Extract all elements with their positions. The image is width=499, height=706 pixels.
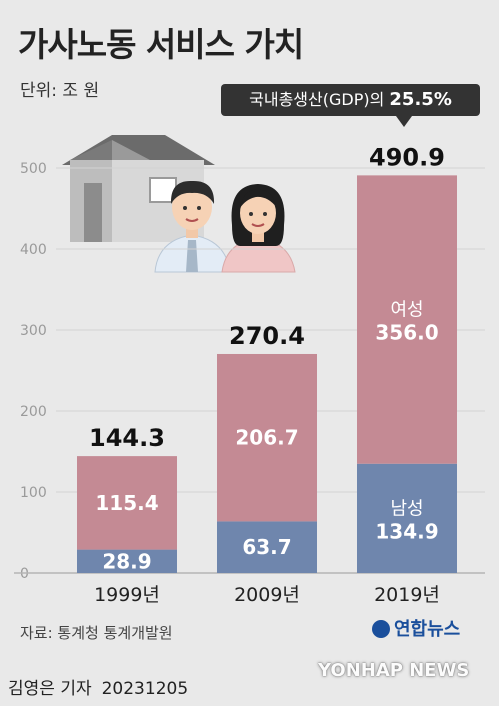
bar-female — [357, 175, 457, 464]
bar-male — [217, 521, 317, 573]
male-value-label: 63.7 — [242, 535, 291, 559]
unit-label: 단위: 조 원 — [20, 81, 100, 101]
male-series-label: 남성 — [390, 498, 423, 519]
watermark: YONHAP NEWS — [318, 660, 470, 681]
label-layer: 144.3 28.9 115.4 1999년 270.4 63.7 206.7 2009년 49… — [89, 143, 445, 606]
female-value-label: 115.4 — [95, 491, 158, 515]
bar-male — [357, 463, 457, 573]
female-value-label: 356.0 — [375, 321, 438, 345]
female-value-label: 206.7 — [235, 426, 298, 450]
publish-date: 20231205 — [101, 679, 189, 699]
total-label: 144.3 — [89, 424, 165, 452]
byline: 김영은 기자 20231205 — [8, 674, 188, 699]
x-tick-label: 1999년 — [94, 584, 160, 606]
y-tick-label: 0 — [20, 566, 29, 582]
y-tick-label: 300 — [20, 323, 47, 339]
bar-layer — [77, 175, 457, 573]
x-tick-label: 2009년 — [234, 584, 300, 606]
reporter-name: 김영은 기자 — [8, 679, 92, 699]
gdp-share-callout: 국내총생산(GDP)의 25.5% — [221, 84, 480, 116]
page-title: 가사노동 서비스 가치 — [18, 25, 304, 64]
bar-female — [77, 456, 177, 550]
yonhap-logo-icon — [372, 620, 390, 638]
total-label: 490.9 — [369, 143, 445, 171]
bar-male — [77, 549, 177, 573]
yonhap-logo-text: 연합뉴스 — [394, 619, 461, 640]
total-label: 270.4 — [229, 322, 305, 350]
female-series-label: 여성 — [390, 300, 423, 321]
y-tick-label: 100 — [20, 485, 47, 501]
male-value-label: 28.9 — [102, 549, 151, 573]
y-tick-label: 500 — [20, 161, 47, 177]
callout-prefix: 국내총생산(GDP)의 — [249, 90, 385, 109]
callout-pointer — [396, 116, 412, 127]
male-value-label: 134.9 — [375, 519, 438, 543]
source-note: 자료: 통계청 통계개발원 — [20, 624, 173, 642]
yonhap-logo: 연합뉴스 — [372, 615, 460, 641]
y-tick-label: 200 — [20, 404, 47, 420]
x-tick-label: 2019년 — [374, 584, 440, 606]
house-couple-illustration — [62, 135, 296, 273]
y-tick-label: 400 — [20, 242, 47, 258]
callout-value: 25.5% — [389, 89, 452, 110]
bar-female — [217, 353, 317, 522]
man-icon — [154, 180, 231, 273]
woman-icon — [221, 184, 296, 273]
